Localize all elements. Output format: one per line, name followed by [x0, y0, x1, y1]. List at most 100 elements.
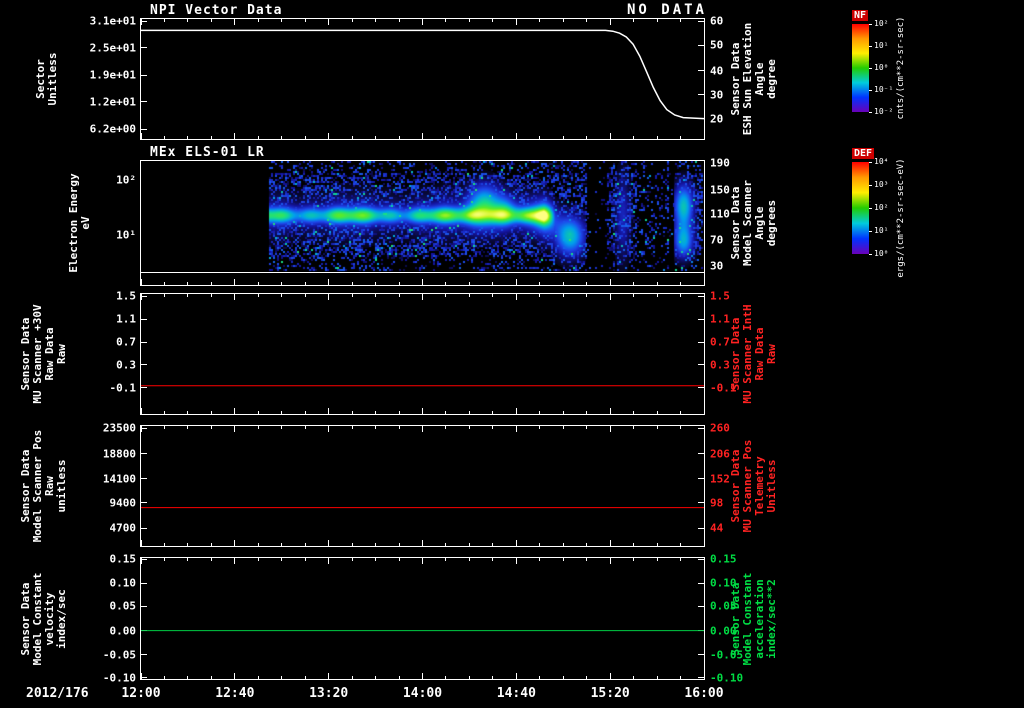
x-tick [257, 543, 259, 546]
x-tick [210, 294, 212, 297]
x-tick [257, 411, 259, 414]
x-tick [234, 673, 236, 679]
x-tick [328, 540, 330, 546]
colorbar-DEF [852, 162, 869, 254]
panel-frame-1 [140, 18, 705, 140]
axis-tick-label: 1.5 [116, 289, 136, 303]
axis-tick-label: -0.1 [710, 381, 737, 395]
colorbar-tick [869, 185, 872, 186]
x-tick [163, 411, 165, 414]
x-tick [398, 676, 400, 679]
x-tick [492, 19, 494, 22]
axis-tick-label: 190 [710, 156, 730, 170]
y-tick [698, 44, 704, 46]
x-tick [210, 19, 212, 22]
axis-tick-label: 260 [710, 421, 730, 435]
y-tick [141, 364, 147, 366]
y-tick [698, 427, 704, 429]
y-tick [698, 364, 704, 366]
x-tick [703, 266, 705, 272]
x-tick [234, 294, 236, 300]
x-tick [281, 543, 283, 546]
axis-tick-label: 14100 [102, 472, 136, 486]
x-tick [680, 282, 682, 285]
y-tick [141, 558, 147, 560]
x-tick [586, 543, 588, 546]
colorbar-tick-label: 10¹ [874, 41, 889, 50]
axis-tick-label: 1.2e+01 [89, 95, 136, 109]
x-tick [375, 282, 377, 285]
x-tick [656, 411, 658, 414]
x-tick [445, 558, 447, 561]
axis-tick-label: -0.10 [710, 671, 744, 685]
y-tick [141, 453, 147, 455]
colorbar-tick [869, 254, 872, 255]
x-tick [492, 294, 494, 297]
x-tick [539, 411, 541, 414]
x-tick [609, 294, 611, 300]
line-series [141, 507, 704, 509]
x-tick [304, 426, 306, 429]
x-tick [586, 294, 588, 297]
x-tick [609, 133, 611, 139]
x-tick [234, 540, 236, 546]
x-tick [539, 676, 541, 679]
x-tick [140, 279, 142, 285]
x-axis-date-label: 2012/176 [26, 686, 89, 701]
axis-tick-label: 0.00 [710, 624, 737, 638]
x-tick [328, 294, 330, 300]
x-tick [281, 558, 283, 561]
x-tick [515, 19, 517, 25]
x-tick [163, 426, 165, 429]
axis-tick-label: 0.00 [109, 624, 137, 638]
axis-tick-label: 1.1 [710, 312, 730, 326]
panel-frame-2 [140, 160, 705, 286]
x-tick [703, 19, 705, 25]
y-tick [141, 20, 147, 22]
x-tick [680, 294, 682, 297]
axis-tick-label: 152 [710, 472, 730, 486]
y-tick [141, 654, 147, 656]
x-tick [609, 19, 611, 25]
x-tick [703, 279, 705, 285]
x-tick [703, 673, 705, 679]
x-tick [422, 294, 423, 300]
x-tick [586, 558, 588, 561]
x-tick [210, 282, 212, 285]
x-tick [422, 540, 423, 546]
x-tick [163, 282, 165, 285]
x-tick [515, 294, 517, 300]
x-tick [375, 19, 377, 22]
x-tick [398, 294, 400, 297]
x-tick [562, 19, 564, 22]
axis-tick-label: 9400 [109, 496, 137, 510]
y-tick [141, 478, 147, 480]
y-tick [141, 387, 147, 389]
y-tick [141, 677, 147, 679]
right-axis-title: Sensor Data ESH Sun Elevation Angle degr… [729, 22, 778, 136]
axis-tick-label: 0.15 [109, 552, 137, 566]
left-axis-title: Sensor Data Model Scanner Pos Raw unitle… [19, 429, 68, 543]
x-tick [562, 558, 564, 561]
x-tick [445, 294, 447, 297]
x-tick [515, 558, 517, 564]
x-tick [398, 426, 400, 429]
axis-tick-label: 18800 [102, 447, 136, 461]
x-tick [163, 558, 165, 561]
x-tick [351, 411, 353, 414]
x-tick [140, 294, 142, 300]
x-tick [351, 543, 353, 546]
x-tick [351, 282, 353, 285]
x-tick [468, 676, 470, 679]
x-tick [140, 673, 142, 679]
x-tick [422, 133, 423, 139]
x-tick [633, 543, 635, 546]
x-tick [703, 540, 705, 546]
x-tick [609, 558, 611, 564]
x-tick [539, 136, 541, 139]
x-tick [633, 19, 635, 22]
x-axis-tick-label: 12:40 [215, 686, 255, 701]
x-tick [304, 411, 306, 414]
x-tick [656, 426, 658, 429]
x-tick [656, 558, 658, 561]
